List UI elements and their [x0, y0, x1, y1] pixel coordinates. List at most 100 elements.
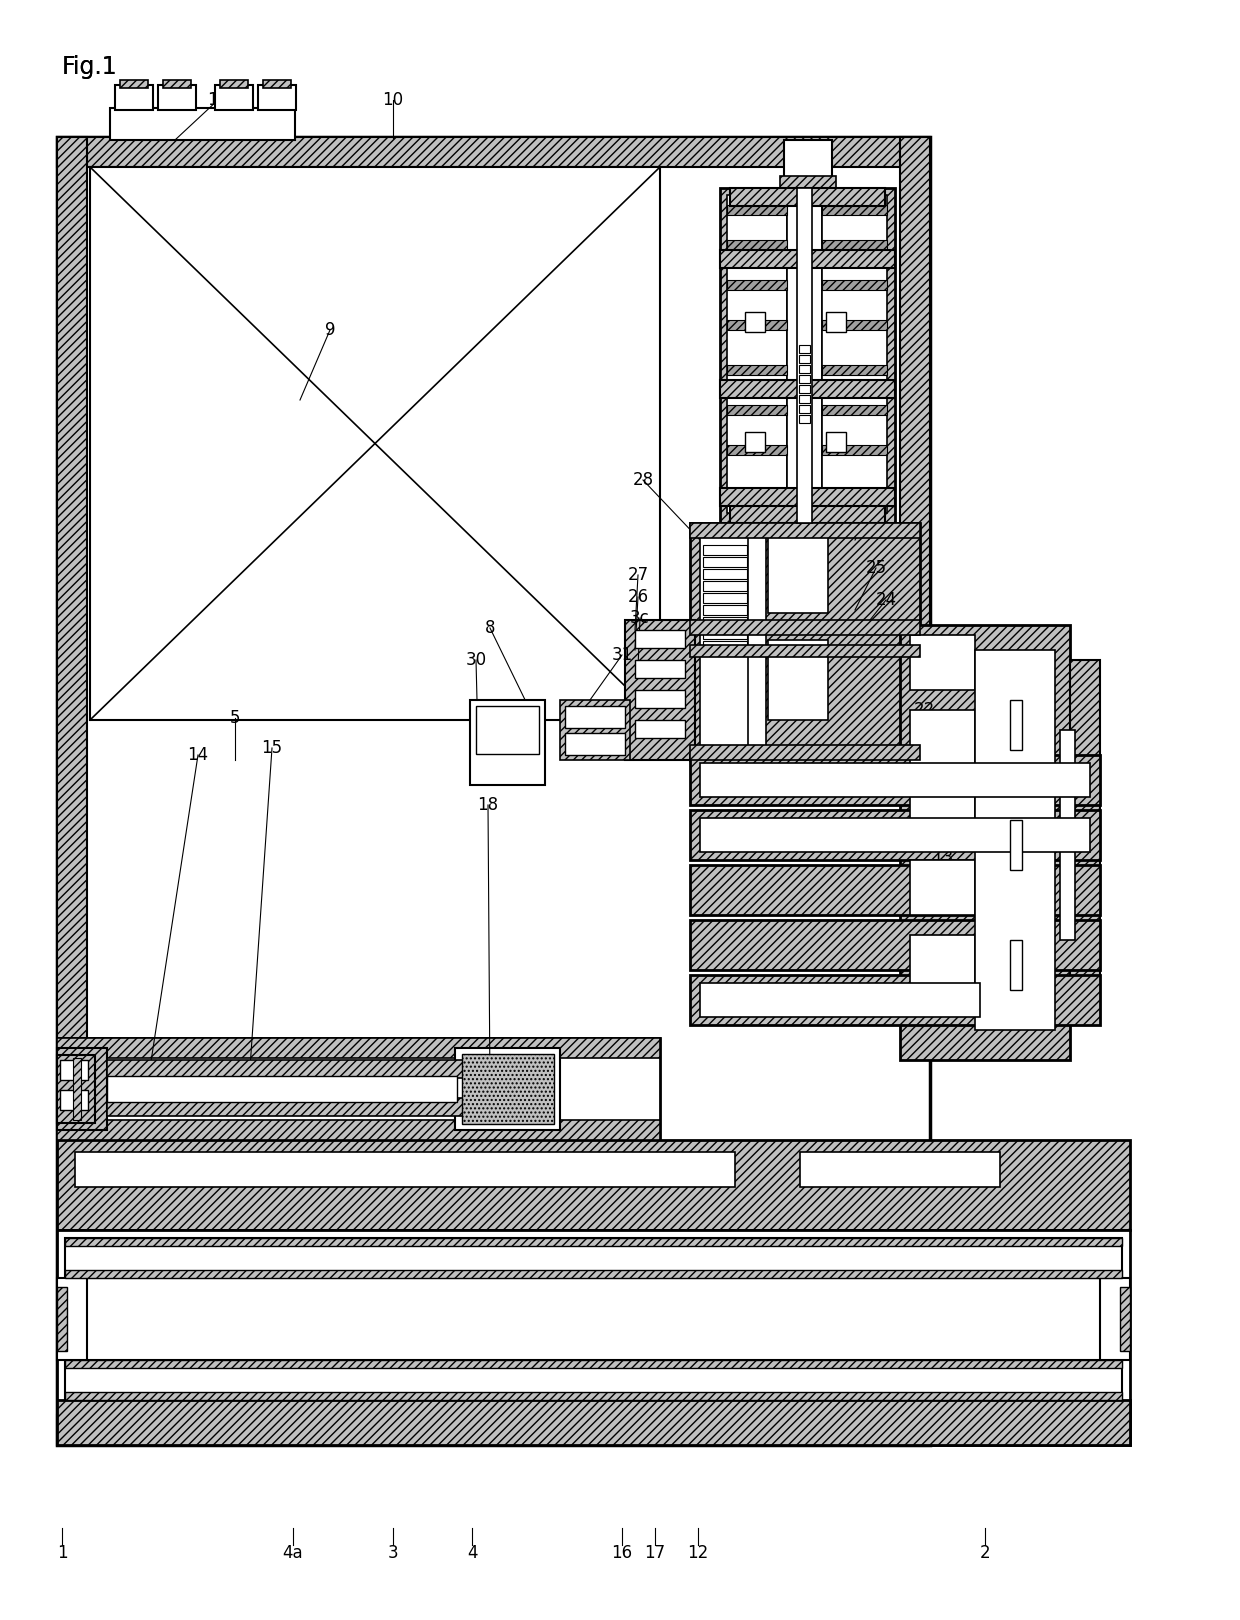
Bar	[822, 206, 887, 215]
Bar	[822, 446, 887, 455]
Text: 26: 26	[627, 588, 649, 606]
Bar	[910, 860, 975, 915]
Text: 27: 27	[627, 565, 649, 583]
Bar	[110, 109, 295, 139]
Bar	[689, 865, 1100, 915]
Bar	[57, 1119, 660, 1140]
Bar	[57, 1038, 660, 1140]
Bar	[689, 810, 1100, 860]
Bar	[91, 167, 660, 719]
Bar	[57, 1278, 87, 1361]
Bar	[689, 523, 920, 538]
Bar	[703, 569, 746, 578]
Bar	[720, 188, 895, 523]
Text: 8: 8	[485, 619, 495, 637]
Bar	[910, 786, 975, 841]
Bar	[910, 635, 975, 690]
Text: 10: 10	[382, 91, 403, 109]
Bar	[701, 983, 980, 1017]
Bar	[689, 920, 1100, 970]
Bar	[703, 642, 746, 651]
Bar	[60, 1090, 88, 1110]
Bar	[565, 706, 625, 727]
Text: 4c: 4c	[934, 873, 954, 891]
Bar	[1070, 659, 1100, 1021]
Bar	[565, 732, 625, 755]
Bar	[689, 523, 920, 760]
Bar	[745, 433, 765, 452]
Bar	[745, 313, 765, 332]
Text: 21: 21	[914, 676, 935, 693]
Bar	[1060, 731, 1075, 940]
Bar	[463, 1055, 554, 1124]
Bar	[689, 755, 1100, 805]
Bar	[703, 629, 746, 638]
Bar	[60, 1059, 88, 1081]
Bar	[635, 719, 684, 739]
Text: 6: 6	[873, 491, 883, 509]
Text: 24: 24	[875, 591, 897, 609]
Bar	[157, 84, 196, 110]
Text: 13: 13	[931, 849, 954, 867]
Bar	[1011, 700, 1022, 750]
Bar	[57, 1038, 660, 1058]
Bar	[799, 345, 810, 353]
Bar	[689, 975, 1100, 1025]
Bar	[107, 1059, 547, 1077]
Bar	[64, 1270, 1122, 1278]
Bar	[822, 280, 887, 290]
Bar	[57, 1055, 95, 1123]
Bar	[57, 138, 930, 1445]
Text: 12: 12	[931, 776, 954, 794]
Bar	[799, 386, 810, 394]
Bar	[57, 138, 87, 1445]
Bar	[727, 206, 787, 215]
Bar	[826, 313, 846, 332]
Text: 28: 28	[632, 471, 653, 489]
Text: 4a: 4a	[283, 1544, 304, 1562]
Bar	[799, 364, 810, 373]
Text: Fig.1: Fig.1	[62, 55, 118, 79]
Text: 4: 4	[466, 1544, 477, 1562]
Bar	[215, 84, 253, 110]
Bar	[57, 1414, 930, 1445]
Bar	[1011, 820, 1022, 870]
Bar	[635, 690, 684, 708]
Bar	[703, 593, 746, 603]
Bar	[720, 381, 895, 399]
Bar	[635, 630, 684, 648]
Bar	[162, 79, 191, 87]
Bar	[455, 1048, 560, 1131]
Text: 17: 17	[645, 1544, 666, 1562]
Bar	[57, 1140, 1130, 1230]
Bar	[57, 138, 930, 167]
Bar	[720, 249, 895, 267]
Bar	[470, 700, 546, 786]
Bar	[900, 625, 1070, 1059]
Bar	[74, 1152, 735, 1187]
Text: 22: 22	[914, 701, 935, 719]
Text: 4b: 4b	[932, 800, 954, 820]
Bar	[701, 763, 1090, 797]
Bar	[822, 321, 887, 330]
Bar	[635, 659, 684, 679]
Bar	[64, 1361, 1122, 1367]
Bar	[910, 935, 975, 990]
Bar	[64, 1361, 1122, 1400]
Bar	[701, 533, 750, 748]
Bar	[120, 79, 148, 87]
Bar	[64, 1238, 1122, 1246]
Bar	[703, 604, 746, 616]
Bar	[799, 415, 810, 423]
Text: 9: 9	[325, 321, 335, 339]
Bar	[730, 505, 885, 523]
Bar	[822, 194, 887, 514]
Bar	[57, 1048, 107, 1131]
Bar	[57, 1230, 1130, 1445]
Bar	[800, 1152, 999, 1187]
Text: 31: 31	[611, 646, 632, 664]
Bar	[64, 1392, 1122, 1400]
Text: 3c: 3c	[630, 609, 650, 627]
Bar	[107, 1076, 458, 1102]
Text: 12: 12	[687, 1544, 708, 1562]
